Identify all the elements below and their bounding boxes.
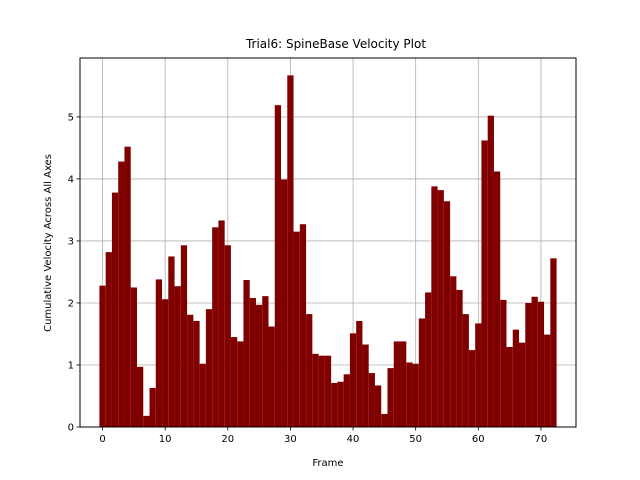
plot-frame <box>79 57 577 428</box>
bar <box>168 256 175 427</box>
bar <box>519 342 526 427</box>
bar <box>262 296 269 427</box>
bar <box>318 355 325 427</box>
bar <box>212 227 219 427</box>
bar <box>205 309 213 427</box>
bar <box>450 276 457 427</box>
bar <box>268 326 275 427</box>
bar <box>356 320 363 427</box>
bar <box>224 245 231 427</box>
x-tick-label: 40 <box>347 434 360 445</box>
bar <box>437 190 444 427</box>
bar <box>493 171 501 427</box>
y-tick-label: 2 <box>68 298 74 309</box>
x-tick-label: 0 <box>99 434 105 445</box>
bar <box>500 299 507 427</box>
bars <box>99 75 557 428</box>
bar <box>155 279 163 427</box>
bar <box>180 245 188 427</box>
bar <box>387 368 394 427</box>
bar <box>149 387 156 427</box>
x-tick-label: 10 <box>159 434 172 445</box>
bar <box>162 299 169 427</box>
bar <box>456 289 463 427</box>
bar <box>425 292 432 427</box>
bar <box>512 329 520 427</box>
x-tick-label: 60 <box>472 434 485 445</box>
bar <box>312 353 319 427</box>
bar <box>537 301 545 427</box>
bar <box>412 363 419 427</box>
bar <box>130 287 137 427</box>
chart-title: Trial6: SpineBase Velocity Plot <box>245 37 426 51</box>
x-tick-label: 30 <box>284 434 297 445</box>
bar <box>118 161 125 428</box>
bar <box>343 374 350 427</box>
bar <box>431 186 438 427</box>
bar <box>111 192 119 427</box>
bar <box>393 341 401 427</box>
bar <box>400 341 407 427</box>
bar <box>362 344 369 427</box>
bar <box>475 323 482 427</box>
bar <box>174 286 181 427</box>
y-tick-label: 4 <box>68 174 74 185</box>
bar <box>237 341 244 427</box>
bar <box>249 298 256 427</box>
bar <box>381 413 388 427</box>
x-tick-label: 50 <box>409 434 422 445</box>
bar <box>124 146 131 428</box>
axis-ticks: 0 10 20 30 40 50 60 70 0 1 2 3 4 5 <box>68 112 548 445</box>
x-tick-label: 20 <box>221 434 234 445</box>
bar <box>243 280 250 427</box>
bar <box>487 115 494 427</box>
bar <box>299 224 307 427</box>
y-tick-label: 3 <box>68 236 74 247</box>
bar <box>324 355 332 427</box>
bar <box>331 382 338 427</box>
bar <box>506 346 513 427</box>
bar <box>462 314 469 427</box>
bar <box>187 314 194 427</box>
bar <box>406 362 413 427</box>
x-tick-label: 70 <box>535 434 548 445</box>
y-tick-label: 0 <box>68 423 74 434</box>
bar <box>337 381 344 427</box>
bar <box>274 105 282 427</box>
bar <box>481 140 488 427</box>
bar <box>525 302 532 427</box>
x-axis-label: Frame <box>312 458 343 469</box>
bar <box>531 296 538 427</box>
bar <box>306 314 313 427</box>
bar <box>193 320 200 427</box>
bar <box>349 333 357 427</box>
y-tick-label: 1 <box>68 360 74 371</box>
y-axis-label: Cumulative Velocity Across All Axes <box>43 154 54 332</box>
bar <box>287 75 294 427</box>
bar <box>468 350 476 427</box>
bar <box>218 220 225 427</box>
bar <box>550 258 557 427</box>
bar <box>293 231 300 427</box>
bar <box>443 201 451 427</box>
bar <box>544 334 551 427</box>
bar <box>374 385 382 427</box>
bar <box>99 285 106 427</box>
bar <box>143 415 150 427</box>
bar <box>255 304 263 427</box>
bar <box>199 363 206 427</box>
bar <box>281 179 288 427</box>
bar <box>368 373 375 427</box>
bar <box>136 366 144 427</box>
bar <box>105 252 112 427</box>
bar <box>418 318 426 427</box>
y-tick-label: 5 <box>68 112 74 123</box>
bar <box>230 337 238 427</box>
